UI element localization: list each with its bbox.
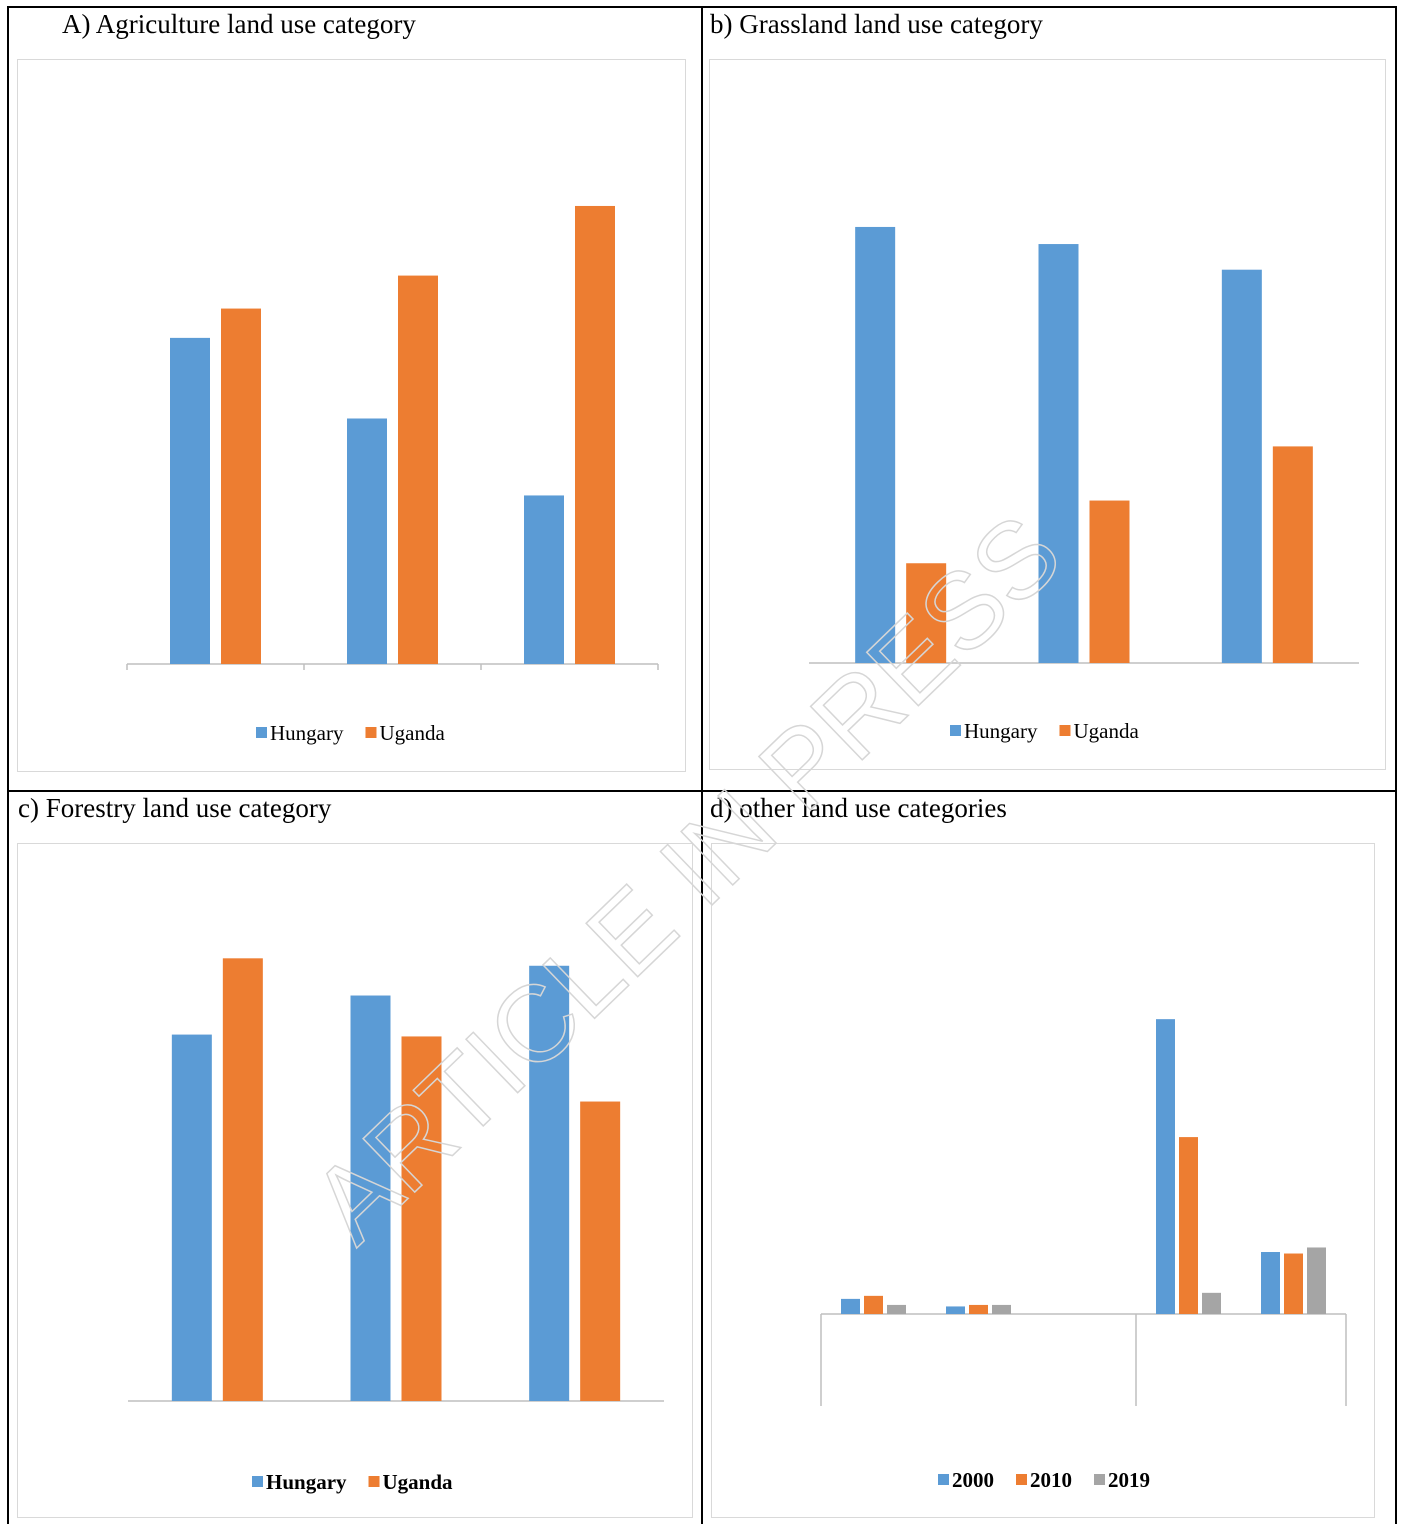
bar-other-2010-bushland [1179, 1137, 1198, 1314]
bar-forestry-uganda-2019 [580, 1101, 621, 1401]
legend-swatch-uganda [368, 1476, 380, 1487]
bar-other-2019-reed [887, 1304, 906, 1314]
legend-swatch-hungary [950, 725, 961, 736]
chart-grassland-svg: Hungary Uganda [809, 226, 1359, 743]
bar-agriculture-hungary-2010 [347, 418, 387, 664]
chart-forestry: Hungary Uganda [17, 843, 693, 1518]
bar-grassland-hungary-2000 [855, 226, 896, 663]
bar-forestry-hungary-2010 [350, 995, 391, 1401]
legend-swatch-hungary [256, 727, 267, 738]
legend-label-hungary: Hungary [266, 1470, 347, 1494]
bar-agriculture-uganda-2000 [221, 308, 261, 664]
table-border-left [7, 6, 9, 1524]
bar-other-2000-bushland [1156, 1019, 1175, 1314]
bar-other-2010-fishpond [969, 1304, 988, 1314]
legend-label-hungary: Hungary [270, 721, 344, 745]
legend-swatch-uganda [365, 727, 377, 738]
legend-label-hungary: Hungary [964, 719, 1038, 743]
bar-grassland-uganda-2000 [906, 563, 947, 663]
bar-other-2010-reed [864, 1295, 883, 1314]
chart-agriculture-svg: Hungary Uganda [126, 205, 659, 745]
caption-forestry: c) Forestry land use category [18, 793, 332, 823]
bar-other-2000-wetland [1261, 1252, 1280, 1314]
bar-forestry-uganda-2010 [401, 1036, 442, 1401]
chart-forestry-svg: Hungary Uganda [128, 958, 664, 1494]
bar-agriculture-hungary-2019 [524, 495, 564, 664]
bar-agriculture-hungary-2000 [170, 337, 210, 664]
bar-grassland-hungary-2019 [1221, 269, 1262, 663]
bar-forestry-uganda-2000 [222, 958, 263, 1401]
bar-forestry-hungary-2019 [529, 965, 570, 1401]
chart-other-svg: 2000 2010 2019 [820, 1019, 1347, 1492]
caption-other: d) other land use categories [710, 793, 1007, 823]
legend-swatch-2019 [1094, 1474, 1105, 1485]
bar-forestry-hungary-2000 [171, 1034, 212, 1401]
bar-agriculture-uganda-2019 [575, 205, 615, 664]
bar-grassland-uganda-2010 [1089, 500, 1130, 663]
legend-swatch-hungary [252, 1476, 263, 1487]
legend-label-uganda: Uganda [383, 1470, 454, 1494]
bar-other-2019-fishpond [992, 1304, 1011, 1314]
caption-agriculture: A) Agriculture land use category [62, 9, 416, 39]
chart-agriculture: Hungary Uganda [17, 59, 686, 772]
bar-other-2000-fishpond [946, 1306, 965, 1314]
legend-label-2000: 2000 [952, 1468, 994, 1492]
legend-label-2010: 2010 [1030, 1468, 1072, 1492]
bar-other-2019-wetland [1307, 1247, 1326, 1314]
legend-label-uganda: Uganda [379, 721, 445, 745]
legend-label-uganda: Uganda [1073, 719, 1139, 743]
chart-other: 2000 2010 2019 [711, 843, 1375, 1518]
table-divider-vertical [701, 6, 703, 1524]
legend-swatch-uganda [1059, 725, 1071, 736]
table-divider-horizontal [7, 790, 1397, 792]
bar-other-2000-reed [841, 1298, 860, 1314]
table-border-right [1395, 6, 1397, 1524]
bar-other-2019-bushland [1202, 1292, 1221, 1314]
legend-swatch-2000 [938, 1474, 949, 1485]
bar-other-2010-wetland [1284, 1253, 1303, 1314]
bar-grassland-uganda-2019 [1272, 446, 1313, 663]
legend-swatch-2010 [1016, 1474, 1027, 1485]
bar-grassland-hungary-2010 [1038, 244, 1079, 664]
legend-label-2019: 2019 [1108, 1468, 1150, 1492]
caption-grassland: b) Grassland land use category [710, 9, 1043, 39]
bar-agriculture-uganda-2010 [398, 275, 438, 664]
chart-grassland: Hungary Uganda [709, 59, 1386, 770]
